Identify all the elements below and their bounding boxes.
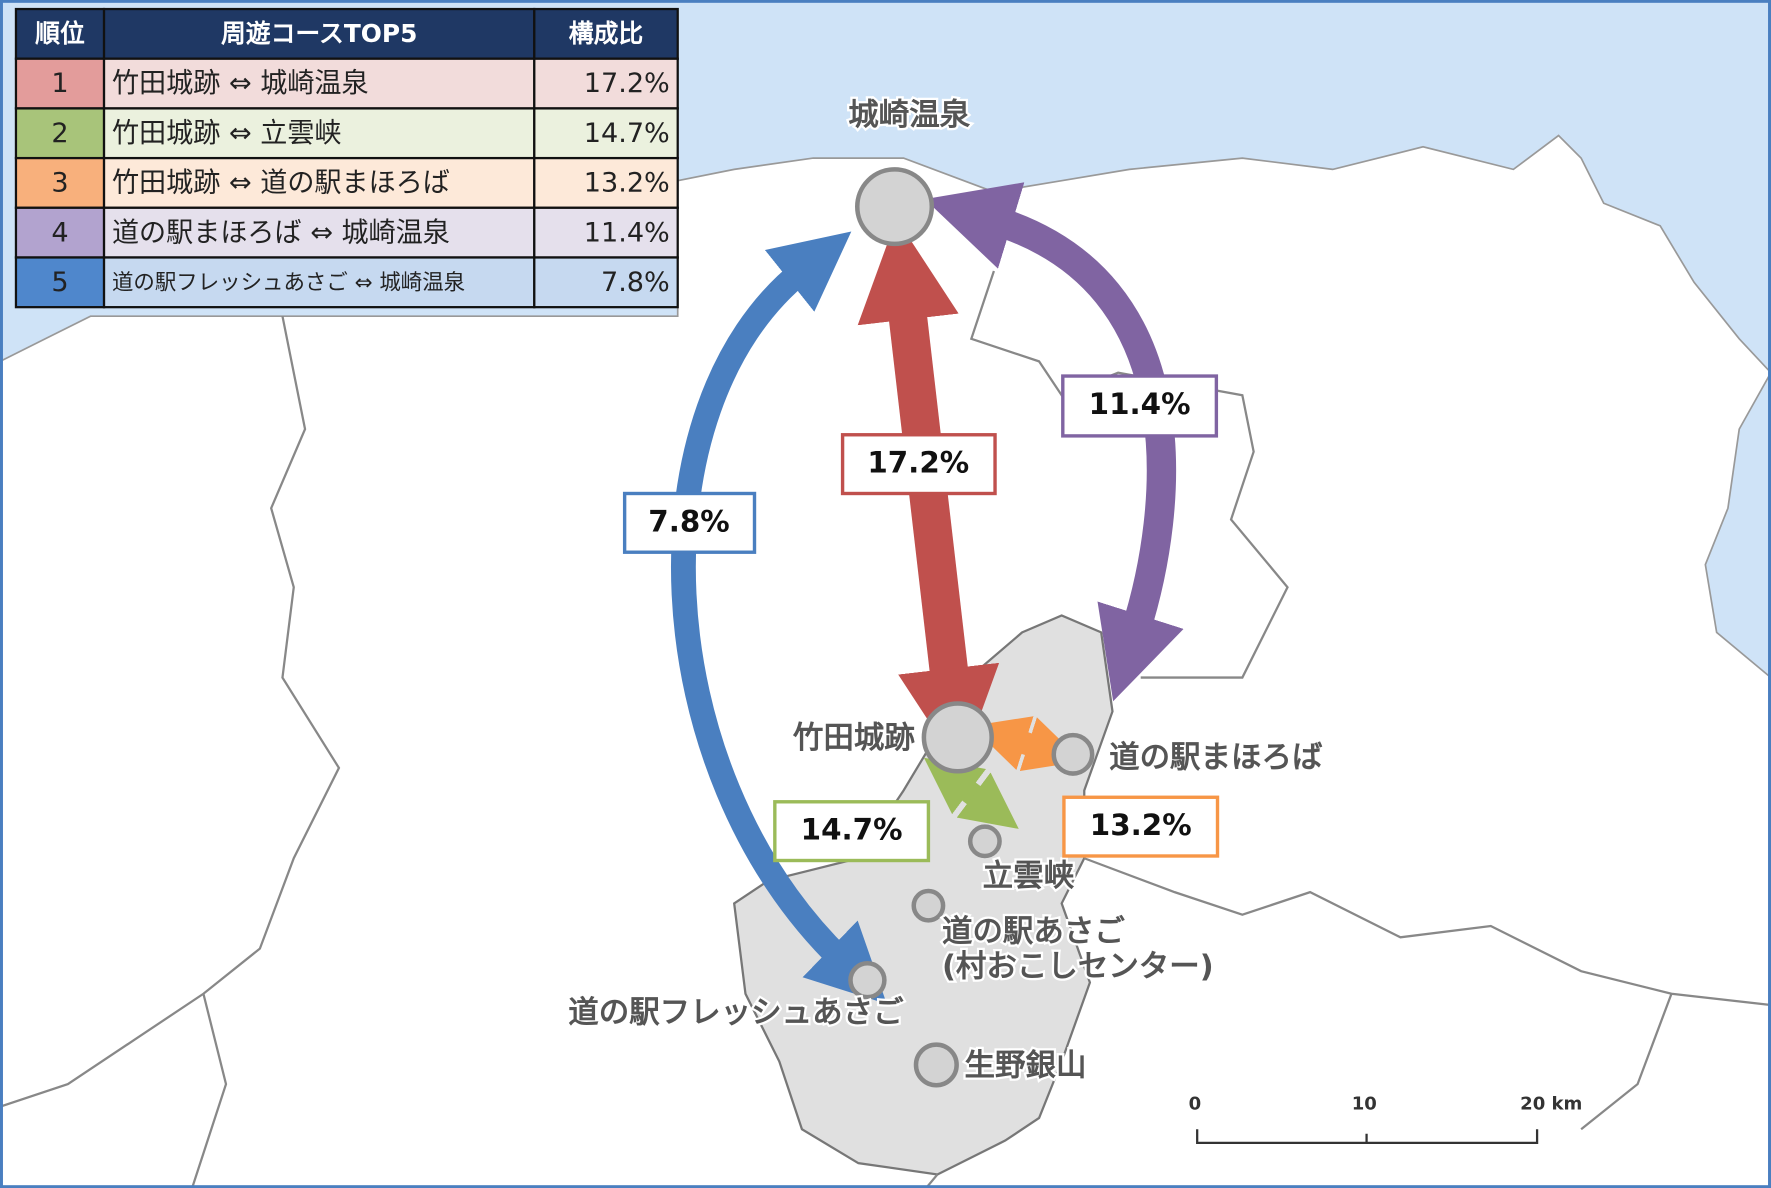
table-text: 11.4% (584, 217, 670, 248)
table-text: 2 (51, 118, 68, 149)
table-text: 竹田城跡 ⇔ 立雲峡 (112, 118, 342, 149)
table-cell (14, 57, 106, 110)
flow-arrow (923, 757, 1019, 829)
table-text: 竹田城跡 ⇔ 城崎温泉 (112, 68, 369, 99)
label-box (622, 491, 757, 554)
label-box (1062, 795, 1220, 858)
table-cell (14, 256, 106, 309)
ranking-table: 順位 周遊コースTOP5 構成比 1 竹田城跡 ⇔ 城崎温泉 17.2% 2 竹田城跡 ⇔ 立… (14, 7, 679, 309)
table-text: 5 (51, 267, 68, 298)
place-label: 城崎温泉 (848, 98, 970, 133)
flow-arrow (670, 231, 887, 1004)
place-marker (855, 167, 935, 247)
flow-label: 11.4% (1089, 387, 1191, 421)
place-marker (967, 824, 1002, 859)
flow-label: 17.2% (867, 446, 969, 480)
flow-label: 14.7% (801, 813, 903, 847)
table-cell (102, 57, 536, 110)
header-text: 周遊コースTOP5 (221, 19, 417, 48)
table-text: 13.2% (584, 168, 670, 199)
table-cell (102, 256, 536, 309)
table-text: 4 (51, 217, 68, 248)
place-label: 道の駅フレッシュあさご (568, 996, 904, 1031)
table-text: 14.7% (584, 118, 670, 149)
scale-line (1196, 1129, 1539, 1144)
place-label: 生野銀山 (965, 1049, 1087, 1084)
table-cell (533, 57, 679, 110)
place-marker (848, 961, 887, 1000)
label-box (840, 433, 997, 496)
table-text: 1 (51, 68, 68, 99)
scale-bar: 0 10 20 km (1189, 1093, 1582, 1144)
header-text: 順位 (35, 19, 85, 48)
flow-arrow (971, 716, 1083, 772)
table-text: 3 (51, 168, 68, 199)
places (848, 167, 1095, 1088)
label-box (773, 800, 931, 863)
place-marker (911, 888, 946, 923)
label-box (1061, 374, 1219, 438)
table-text: 道の駅まほろば ⇔ 城崎温泉 (112, 217, 450, 248)
place-label: 道の駅まほろば (1109, 740, 1323, 775)
place-marker (921, 701, 994, 774)
header-cell (533, 7, 679, 60)
table-text: 道の駅フレッシュあさご ⇔ 城崎温泉 (112, 270, 465, 295)
flow-labels: 7.8% 17.2% 11.4% 14.7% 13.2% (622, 374, 1220, 863)
place-label: (村おこしセンター) (942, 949, 1214, 984)
header-text: 構成比 (569, 19, 644, 48)
scale-label: 10 (1352, 1093, 1377, 1114)
header-cell (14, 7, 106, 60)
table-cell (14, 107, 106, 160)
place-label: 立雲峡 (983, 859, 1075, 894)
scale-label: 0 (1189, 1093, 1202, 1114)
table-text: 7.8% (601, 267, 670, 298)
place-marker (913, 1042, 959, 1088)
table-cell (533, 107, 679, 160)
flow-label: 13.2% (1090, 808, 1192, 842)
scale-label: 20 km (1520, 1093, 1582, 1114)
place-label: 道の駅あさご (942, 914, 1125, 949)
table-cell (533, 256, 679, 309)
flow-label: 7.8% (648, 504, 729, 538)
place-labels: 城崎温泉 竹田城跡 道の駅まほろば 立雲峡 道の駅あさご (村おこしセンター) … (566, 96, 1325, 1086)
table-text: 竹田城跡 ⇔ 道の駅まほろば (112, 168, 450, 199)
place-marker (1051, 732, 1095, 776)
table-text: 17.2% (584, 68, 670, 99)
place-label: 竹田城跡 (793, 721, 915, 756)
